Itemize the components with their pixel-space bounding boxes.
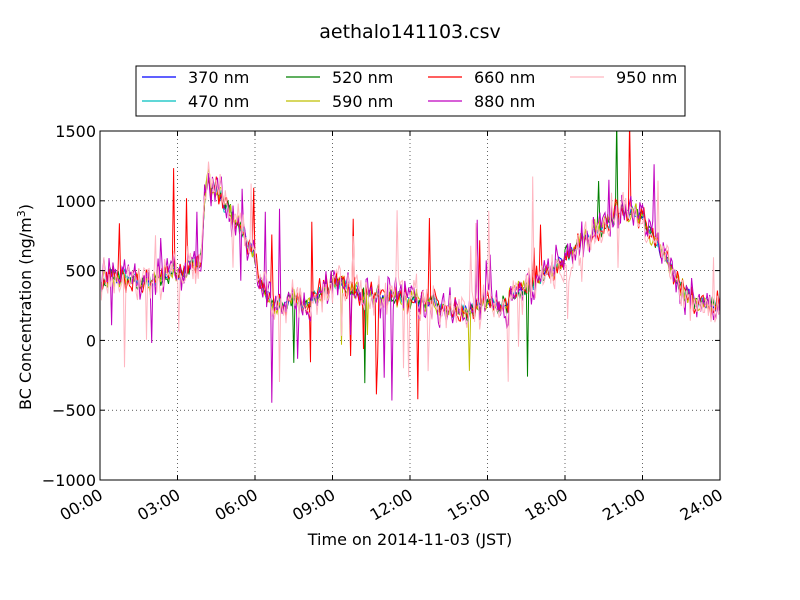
legend-label: 370 nm xyxy=(188,68,249,87)
legend-label: 520 nm xyxy=(332,68,393,87)
chart-title: aethalo141103.csv xyxy=(319,21,501,43)
y-axis-label-text: BC Concentration (ng/m xyxy=(16,217,35,410)
y-tick-label: 500 xyxy=(65,262,96,281)
legend-label: 950 nm xyxy=(616,68,677,87)
legend-label: 660 nm xyxy=(474,68,535,87)
legend-items: 370 nm 470 nm 520 nm 590 nm 660 nm 880 nm 950 … xyxy=(142,68,677,111)
y-tick-label: 1500 xyxy=(55,122,96,141)
y-tick-label: 0 xyxy=(86,331,96,350)
series-layer xyxy=(101,131,720,403)
x-axis-label: Time on 2014-11-03 (JST) xyxy=(307,530,512,549)
legend-label: 880 nm xyxy=(474,92,535,111)
legend: 370 nm 470 nm 520 nm 590 nm 660 nm 880 nm 950 … xyxy=(135,65,686,117)
y-tick-label: −1000 xyxy=(42,471,96,490)
legend-label: 470 nm xyxy=(188,92,249,111)
y-axis-label-superscript: 3 xyxy=(15,210,28,217)
y-tick-label: −500 xyxy=(52,401,96,420)
y-axis-label-close: ) xyxy=(16,204,35,210)
y-tick-label: 1000 xyxy=(55,192,96,211)
legend-frame xyxy=(135,65,686,117)
legend-label: 590 nm xyxy=(332,92,393,111)
y-axis-label: BC Concentration (ng/m3) xyxy=(15,204,35,410)
series-line-950-nm xyxy=(101,161,720,383)
